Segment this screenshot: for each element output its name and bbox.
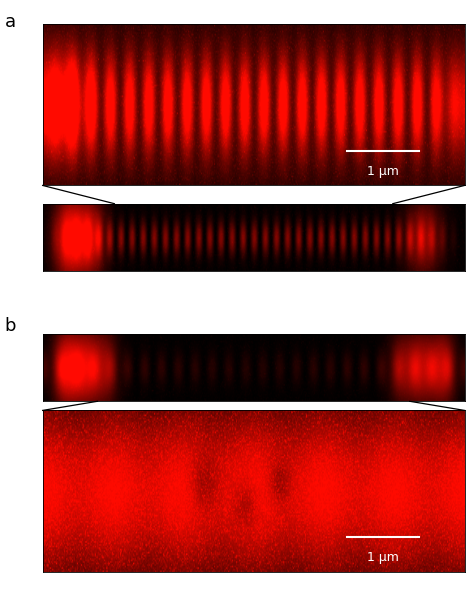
- Text: b: b: [5, 317, 16, 336]
- Text: a: a: [5, 13, 16, 32]
- Text: 1 μm: 1 μm: [367, 551, 399, 564]
- Text: 1 μm: 1 μm: [367, 165, 399, 178]
